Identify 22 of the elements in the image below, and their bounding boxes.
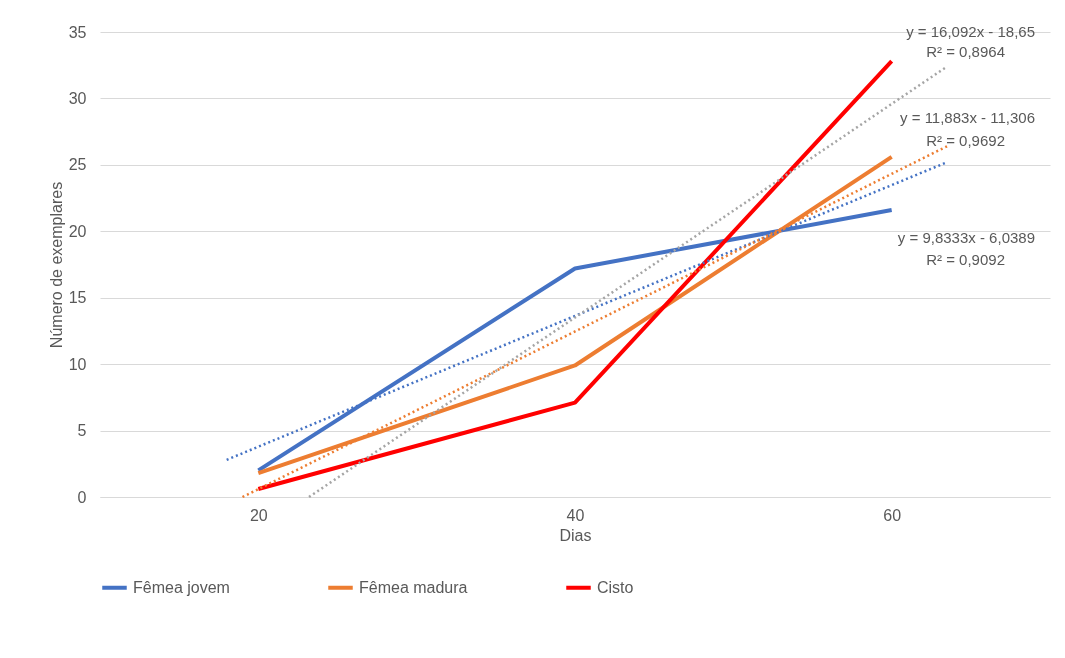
y-tick-label: 30 <box>68 89 87 107</box>
x-axis-title: Dias <box>559 526 592 544</box>
x-tick-label: 20 <box>249 506 268 524</box>
legend-label: Cisto <box>597 578 634 596</box>
annotation: R² = 0,9692 <box>926 132 1005 149</box>
annotation: R² = 0,8964 <box>926 43 1005 60</box>
y-tick-label: 15 <box>68 289 87 307</box>
y-tick-label: 35 <box>68 23 87 41</box>
legend-label: Fêmea jovem <box>133 578 230 596</box>
y-axis-title: Número de exemplares <box>47 181 65 349</box>
y-tick-label: 0 <box>77 488 87 506</box>
y-tick-label: 5 <box>77 422 87 440</box>
annotation: y = 9,8333x - 6,0389 <box>897 229 1035 246</box>
annotation: y = 16,092x - 18,65 <box>906 23 1035 40</box>
x-tick-label: 60 <box>883 506 902 524</box>
annotation: R² = 0,9092 <box>926 251 1005 268</box>
annotation: y = 11,883x - 11,306 <box>900 109 1035 126</box>
x-tick-label: 40 <box>566 506 585 524</box>
y-tick-label: 25 <box>68 156 87 174</box>
legend-label: Fêmea madura <box>359 578 468 596</box>
y-tick-label: 10 <box>68 355 87 373</box>
y-tick-label: 20 <box>68 222 87 240</box>
